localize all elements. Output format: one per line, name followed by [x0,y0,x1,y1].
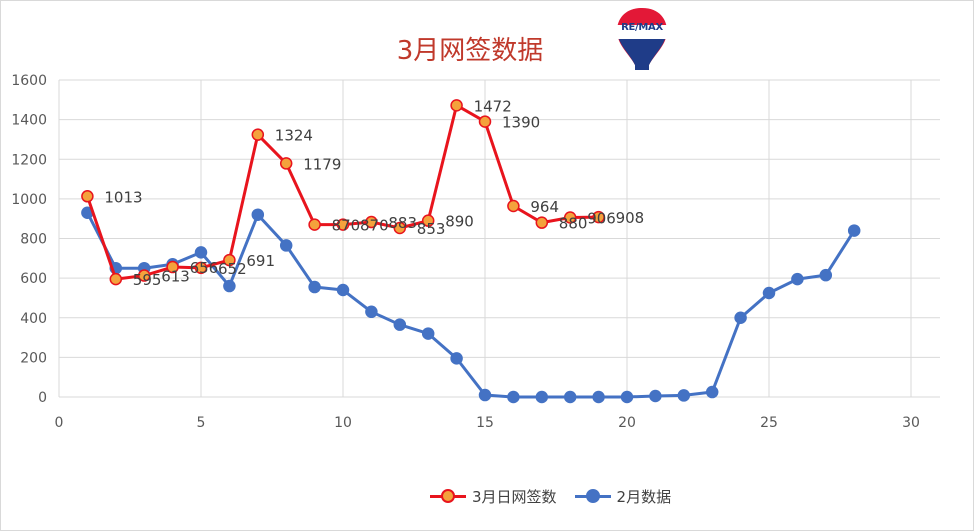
data-point-march [279,157,293,170]
x-tick-label: 15 [476,415,494,431]
data-label: 1390 [502,114,540,132]
data-point-february [649,389,662,403]
data-point-february [478,388,492,402]
data-point-february [223,279,236,293]
logo-text: RE/MAX [621,22,663,33]
remax-logo: RE/MAX [612,5,672,75]
x-tick-label: 5 [197,415,206,431]
x-tick-label: 30 [902,415,920,431]
data-point-february [762,286,776,300]
data-point-march [563,211,577,224]
data-point-february [705,385,719,399]
y-tick-label: 200 [20,350,47,366]
data-point-march [137,269,151,282]
data-point-february [507,390,520,404]
data-label: 890 [445,213,474,231]
data-label: 906 [587,209,616,227]
data-label: 908 [616,209,645,227]
data-point-march [194,261,208,275]
data-point-february [677,389,691,402]
data-point-march [166,260,179,274]
data-label: 1179 [303,155,341,173]
data-label: 853 [417,220,446,238]
data-point-march [592,210,605,224]
data-label: 880 [559,215,588,233]
data-label: 870 [332,217,361,235]
data-point-march [223,253,236,267]
legend-swatch-march [430,488,466,503]
data-point-march [507,199,520,213]
data-label: 652 [218,260,247,278]
y-tick-label: 0 [38,390,47,406]
x-tick-label: 20 [618,415,636,431]
data-point-february [365,305,378,319]
data-label: 964 [530,198,559,216]
data-label: 1472 [474,97,512,115]
data-point-february [450,352,463,365]
y-tick-label: 600 [20,271,47,287]
data-point-march [535,216,549,229]
data-point-february [251,208,265,221]
data-point-february [308,280,321,294]
data-label: 1324 [275,127,313,145]
data-point-march [109,272,123,286]
data-point-february [620,390,634,404]
x-tick-label: 10 [334,415,352,431]
y-tick-label: 800 [20,232,47,248]
data-point-february [791,272,804,286]
data-label: 656 [190,259,219,277]
legend-swatch-february [574,488,611,503]
data-point-february [847,224,861,237]
data-point-march [421,214,435,227]
data-point-february [535,390,549,404]
data-label: 870 [360,217,389,235]
data-point-march [450,99,463,112]
y-tick-label: 1400 [11,113,47,129]
data-point-february [592,390,605,404]
data-point-february [336,283,350,297]
legend-label-february: 2月数据 [616,487,672,506]
legend-item-february: 2月数据 [574,486,672,507]
data-point-february [393,318,407,331]
data-point-february [734,311,747,324]
data-point-february [819,268,833,282]
data-point-march [336,218,350,231]
y-tick-label: 1200 [11,152,47,168]
data-point-february [194,246,208,259]
data-label: 1013 [104,188,142,206]
series-line-february [86,212,856,399]
data-label: 691 [246,252,275,270]
data-point-march [81,190,94,203]
legend-marker-february [585,488,600,503]
y-tick-label: 1000 [11,192,47,208]
data-point-march [478,115,492,128]
y-tick-label: 400 [20,311,47,327]
data-point-march [393,221,407,235]
y-tick-label: 1600 [11,73,47,89]
x-tick-label: 25 [760,415,778,431]
data-label: 595 [133,271,162,289]
legend-item-march: 3月日网签数 [430,486,557,507]
data-point-february [279,239,293,252]
chart-title: 3月网签数据 [396,36,544,66]
x-tick-label: 0 [55,415,64,431]
legend: 3月日网签数 2月数据 [430,485,689,507]
legend-marker-march [441,488,455,503]
data-point-february [563,390,577,404]
data-point-march [308,218,321,231]
data-label: 613 [161,268,190,286]
data-point-march [365,215,378,229]
data-point-february [421,327,435,340]
data-label: 883 [388,214,417,232]
data-point-march [251,128,265,141]
legend-label-march: 3月日网签数 [472,487,557,506]
